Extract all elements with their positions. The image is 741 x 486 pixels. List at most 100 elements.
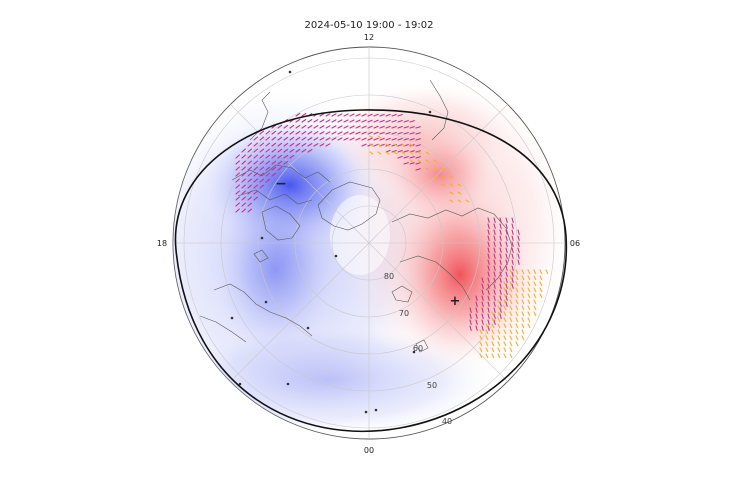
flow-vector: [409, 159, 414, 163]
flow-vector: [343, 125, 349, 129]
flow-vector: [449, 199, 454, 203]
flow-vector: [253, 172, 259, 177]
flow-vector: [409, 138, 415, 141]
flow-vector: [503, 281, 507, 287]
flow-vector: [385, 131, 391, 135]
flow-vector: [343, 113, 349, 117]
flow-vector: [283, 160, 289, 165]
flow-vector: [509, 269, 513, 275]
flow-vector: [277, 166, 283, 171]
flow-vector: [417, 151, 422, 155]
station-dot: [364, 410, 368, 414]
positive-cell-mid: [385, 130, 495, 220]
flow-vector: [527, 311, 531, 317]
flow-vector: [505, 235, 508, 241]
flow-vector: [369, 135, 374, 139]
station-dot: [230, 316, 234, 320]
flow-vector: [517, 247, 520, 253]
flow-vector: [505, 289, 508, 295]
coastlines: [199, 79, 513, 353]
flow-vector: [403, 162, 409, 165]
flow-vector: [509, 305, 513, 311]
flow-vector: [527, 287, 531, 293]
flow-vector: [403, 138, 409, 141]
flow-vector: [503, 353, 507, 359]
flow-vector: [313, 119, 319, 123]
flow-vector: [277, 130, 283, 135]
flow-vector: [515, 317, 519, 323]
stations: [230, 70, 432, 414]
flow-vector: [307, 125, 313, 129]
flow-vector: [361, 131, 367, 135]
flow-vector: [409, 162, 415, 165]
flow-vector: [265, 160, 271, 165]
flow-vector: [497, 341, 501, 347]
flow-vector: [499, 301, 502, 307]
flow-vector: [325, 113, 331, 117]
mlt-spoke: [368, 104, 508, 244]
flow-vector: [527, 275, 531, 281]
flow-vector: [487, 313, 490, 319]
station-dot: [238, 382, 242, 386]
flow-vector: [509, 275, 513, 281]
flow-vector: [469, 313, 472, 319]
flow-vector: [241, 178, 246, 183]
flow-vector: [511, 235, 514, 241]
flow-vector: [331, 113, 337, 117]
flow-vector: [475, 325, 478, 331]
flow-vector: [503, 311, 507, 317]
flow-vector: [295, 130, 301, 135]
flow-vector: [493, 265, 496, 271]
coastline-islands: [253, 249, 429, 353]
flow-vector: [241, 196, 246, 201]
flow-vector: [295, 112, 301, 117]
flow-vector: [271, 172, 277, 177]
flow-vector: [377, 151, 382, 155]
station-dot: [374, 408, 378, 412]
flow-vector: [441, 183, 446, 187]
flow-vector: [505, 217, 508, 223]
flow-vector: [505, 283, 508, 289]
flow-vector: [247, 196, 252, 201]
flow-vector: [295, 136, 301, 141]
flow-vector: [247, 142, 252, 147]
flow-vector: [481, 325, 484, 331]
flow-vector: [487, 235, 490, 241]
flow-vector: [509, 281, 513, 287]
flow-vector: [491, 341, 495, 347]
flow-vector: [373, 131, 379, 135]
coastline-alaska: [199, 283, 313, 343]
flow-vector: [527, 269, 531, 275]
flow-vector: [499, 217, 502, 223]
flow-vector: [289, 136, 295, 141]
flow-vector: [491, 329, 495, 335]
flow-vector: [457, 191, 462, 195]
flow-vector: [497, 305, 501, 311]
flow-vector: [325, 143, 331, 147]
station-dot: [264, 300, 268, 304]
flow-vector: [475, 313, 478, 319]
flow-vector: [481, 319, 484, 325]
flow-vector: [385, 125, 391, 129]
flow-vector: [521, 281, 525, 287]
flow-vector: [241, 172, 246, 177]
flow-vector: [517, 235, 520, 241]
flow-vector: [497, 353, 501, 359]
flow-vector: [295, 142, 301, 147]
flow-vector: [449, 191, 454, 195]
flow-vector: [409, 120, 415, 123]
flow-vector: [409, 143, 414, 147]
flow-vector: [259, 154, 265, 159]
flow-vector: [509, 347, 513, 353]
flow-vector: [385, 149, 391, 153]
flow-vector: [373, 137, 379, 141]
flow-vector: [265, 172, 271, 177]
flow-vector: [313, 137, 319, 141]
flow-vector: [313, 125, 319, 129]
flow-vector: [247, 190, 252, 195]
flow-vector: [271, 160, 277, 165]
flow-vector: [503, 347, 507, 353]
flow-vector: [479, 329, 483, 335]
flow-vector: [403, 132, 409, 135]
flow-vector: [493, 217, 496, 223]
